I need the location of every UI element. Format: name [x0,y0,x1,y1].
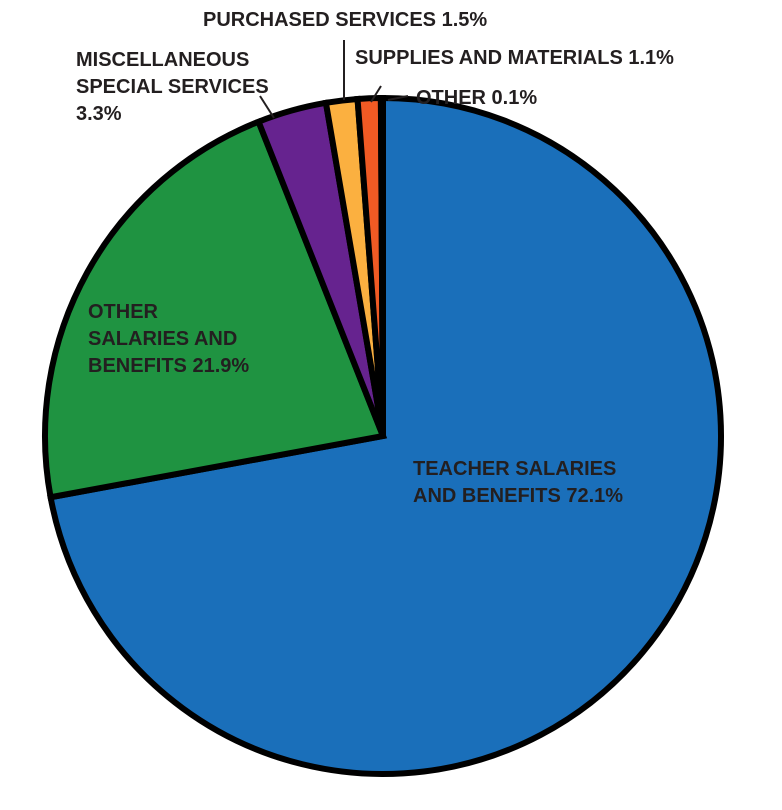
slice-label-2: OTHER SALARIES AND BENEFITS 21.9% [88,301,249,377]
label-leader-lines [259,40,409,119]
slice-label-line: PURCHASED SERVICES 1.5% [203,9,487,31]
slice-labels: TEACHER SALARIES AND BENEFITS 72.1% OTHER S… [76,9,674,507]
slice-label-4: PURCHASED SERVICES 1.5% [203,9,487,31]
leader-line-6 [387,95,409,101]
slice-label-line: BENEFITS 21.9% [88,355,249,377]
slice-label-5: SUPPLIES AND MATERIALS 1.1% [355,47,674,69]
slice-label-line: AND BENEFITS 72.1% [413,485,623,507]
slice-label-line: MISCELLANEOUS [76,49,249,71]
slice-label-line: 3.3% [76,103,122,125]
slice-label-1: TEACHER SALARIES AND BENEFITS 72.1% [413,458,623,507]
slice-label-line: SPECIAL SERVICES [76,76,269,98]
slice-label-line: TEACHER SALARIES [413,458,616,480]
leader-line-5 [370,85,382,103]
pie-slice-2 [42,117,388,501]
slice-label-line: SUPPLIES AND MATERIALS 1.1% [355,47,674,69]
leader-line-3 [259,95,275,119]
slice-label-line: OTHER 0.1% [416,87,537,109]
slice-label-line: OTHER [88,301,159,323]
slice-label-3: MISCELLANEOUS SPECIAL SERVICES 3.3% [76,49,269,125]
pie-slice-6 [377,94,386,437]
slice-label-6: OTHER 0.1% [416,87,537,109]
pie-slices [42,94,724,777]
slice-label-line: SALARIES AND [88,328,237,350]
